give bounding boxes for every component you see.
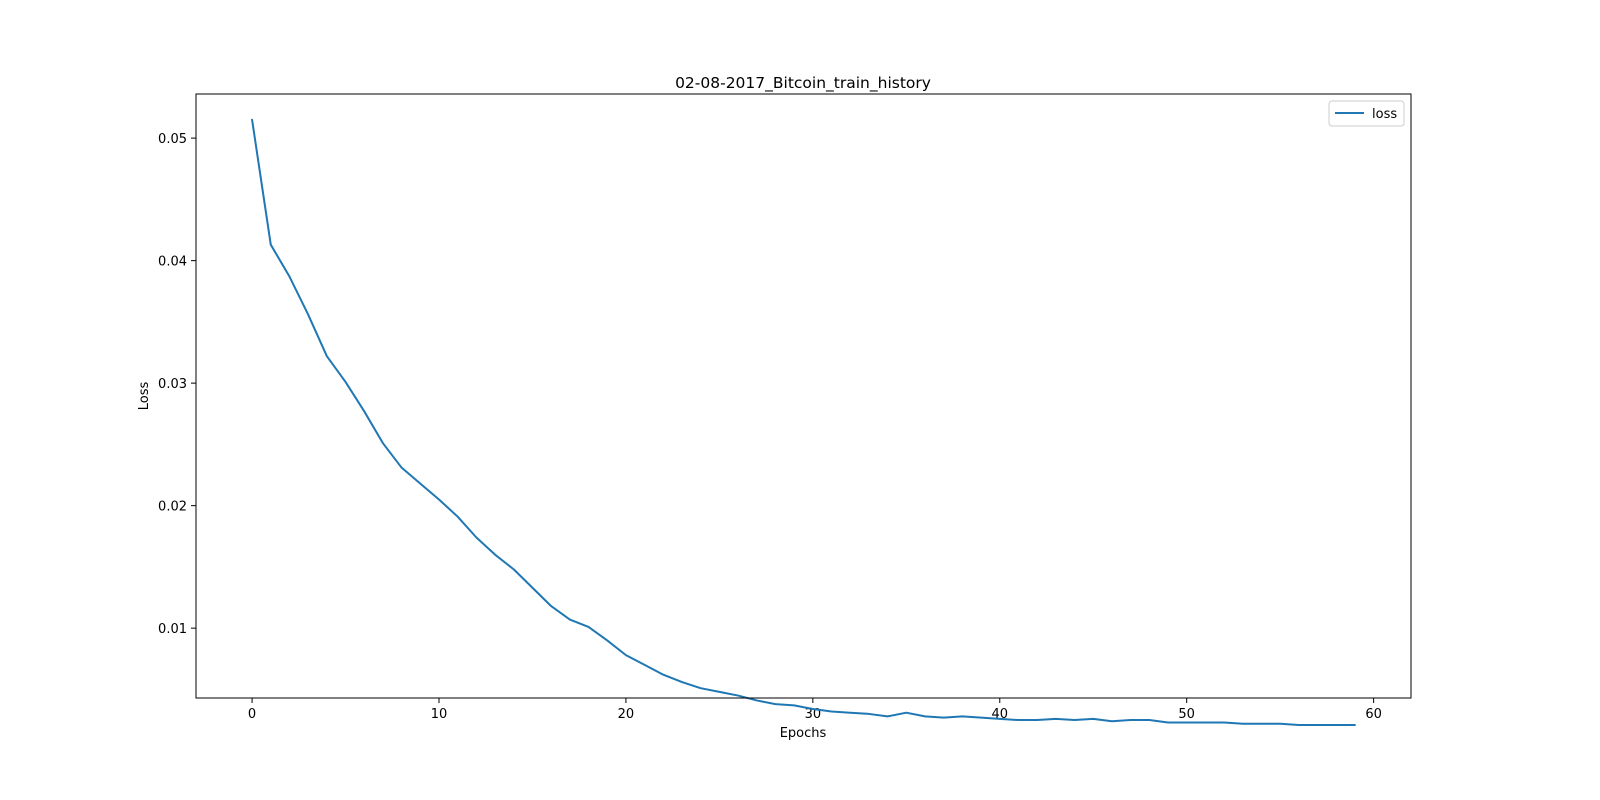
x-tick-label: 20: [618, 707, 635, 722]
x-tick-label: 0: [248, 707, 256, 722]
plot-frame: [195, 93, 1412, 699]
x-axis-label: Epochs: [780, 726, 827, 741]
y-tick-label: 0.05: [158, 132, 187, 147]
y-tick-label: 0.03: [158, 377, 187, 392]
loss-series-line: [251, 118, 1356, 726]
y-tick-label: 0.01: [158, 622, 187, 637]
y-tick-label: 0.04: [158, 255, 187, 270]
y-tick-label: 0.02: [158, 500, 187, 515]
legend-label-loss: loss: [1372, 107, 1397, 122]
legend-box: [1328, 100, 1405, 127]
x-tick-label: 50: [1178, 707, 1195, 722]
y-axis-ticks: 0.01 0.02 0.03 0.04 0.05: [158, 132, 196, 637]
x-tick-label: 60: [1365, 707, 1382, 722]
y-axis-label: Loss: [137, 382, 152, 411]
x-tick-label: 10: [431, 707, 448, 722]
chart-title: 02-08-2017_Bitcoin_train_history: [675, 74, 931, 93]
legend: loss: [1328, 100, 1405, 127]
x-tick-label: 30: [805, 707, 822, 722]
x-axis-ticks: 0 10 20 30 40 50 60: [248, 698, 1382, 722]
